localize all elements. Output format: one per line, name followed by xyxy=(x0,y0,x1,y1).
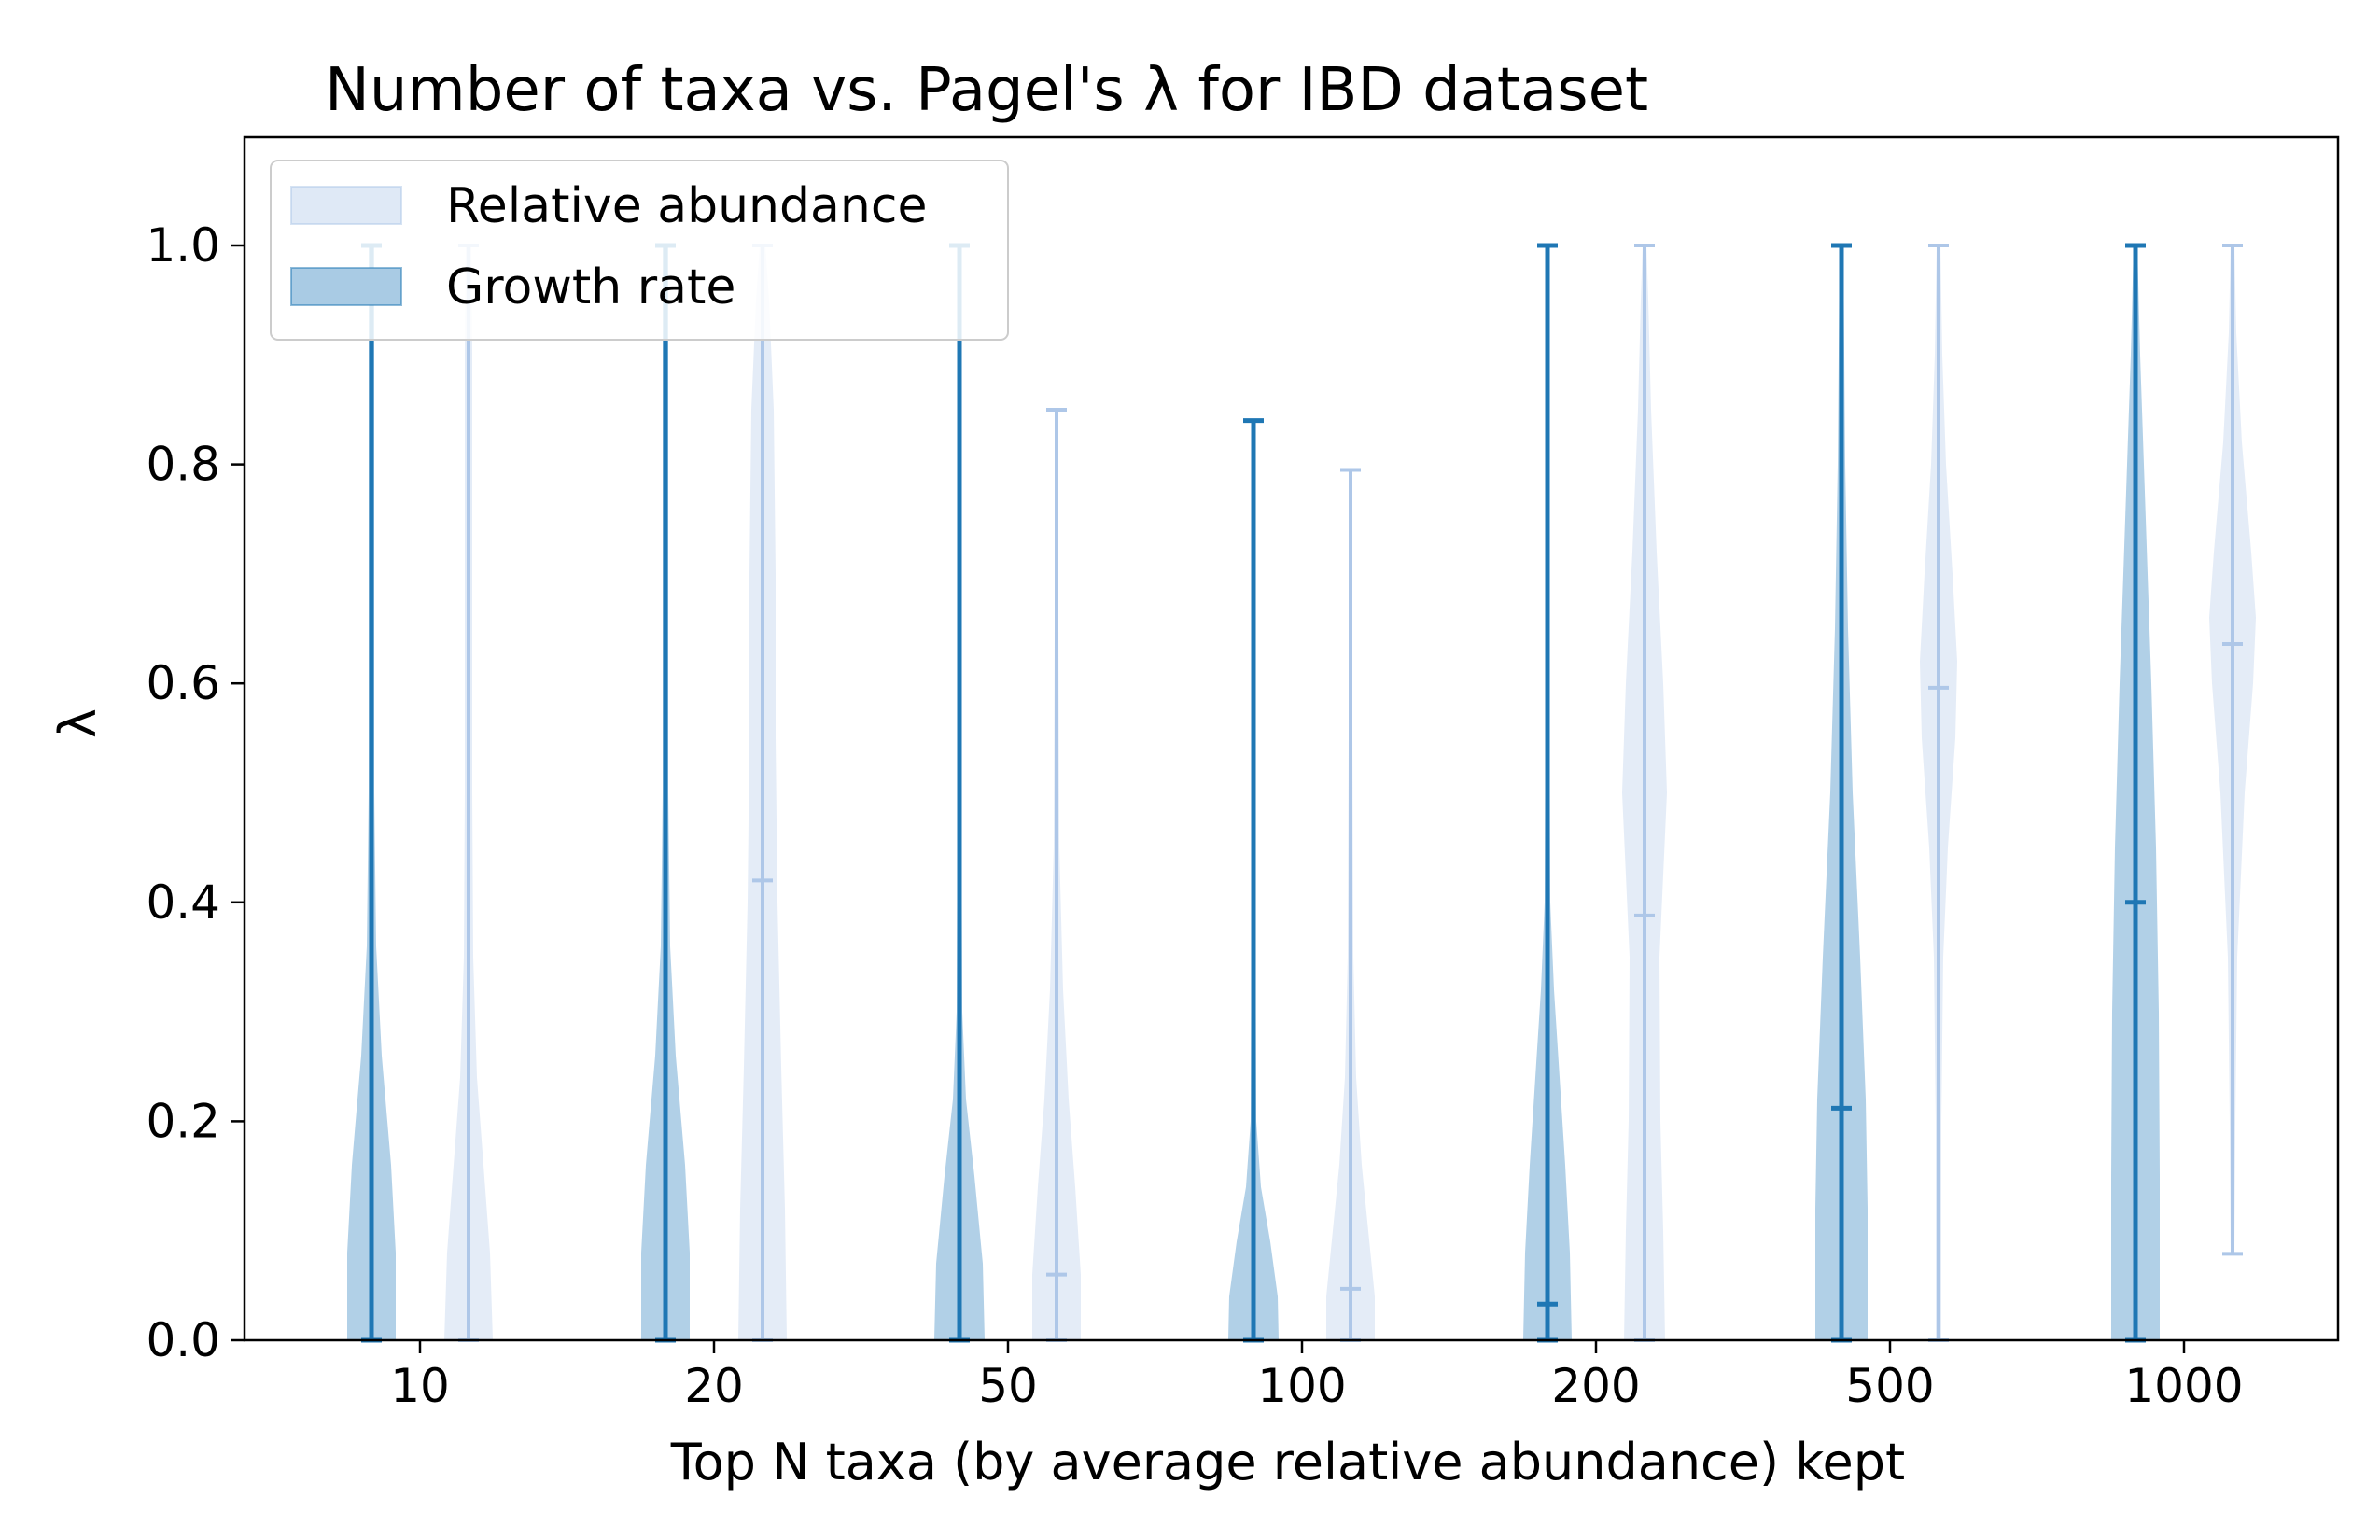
violin-relative-abundance-10 xyxy=(444,244,493,1342)
x-tick-label: 50 xyxy=(978,1359,1038,1413)
violin-relative-abundance-1000 xyxy=(2209,244,2256,1256)
plot-frame xyxy=(243,135,2340,1342)
y-tick-label: 1.0 xyxy=(146,218,220,273)
violin-growth-rate-500 xyxy=(1815,243,1868,1343)
violin-growth-rate-1000 xyxy=(2111,243,2160,1343)
violin-growth-rate-100 xyxy=(1228,418,1279,1343)
y-axis-label: λ xyxy=(49,708,107,738)
legend-label-relative-abundance: Relative abundance xyxy=(446,178,927,234)
y-axis: 0.0 0.2 0.4 0.6 0.8 1.0 xyxy=(146,218,245,1367)
legend-label-growth-rate: Growth rate xyxy=(446,259,735,315)
y-tick-label: 0.6 xyxy=(146,656,220,710)
violin-growth-rate-20 xyxy=(641,243,690,1343)
legend: Relative abundance Growth rate xyxy=(270,160,1009,341)
violin-growth-rate-50 xyxy=(934,243,985,1343)
y-tick-label: 0.0 xyxy=(146,1313,220,1367)
y-tick-label: 0.2 xyxy=(146,1094,220,1148)
violin-growth-rate-200 xyxy=(1523,243,1572,1343)
violin-relative-abundance-20 xyxy=(738,244,787,1342)
violin-relative-abundance-500 xyxy=(1920,244,1957,1342)
legend-swatch-growth-rate xyxy=(290,267,402,306)
chart-title: Number of taxa vs. Pagel's λ for IBD dat… xyxy=(325,56,1648,125)
x-tick-label: 100 xyxy=(1257,1359,1346,1413)
violin-relative-abundance-100 xyxy=(1326,468,1375,1342)
x-tick-label: 500 xyxy=(1845,1359,1934,1413)
x-tick-label: 10 xyxy=(390,1359,450,1413)
x-tick-label: 200 xyxy=(1551,1359,1640,1413)
legend-swatch-relative-abundance xyxy=(290,186,402,225)
violin-relative-abundance-200 xyxy=(1622,244,1667,1342)
y-tick-label: 0.4 xyxy=(146,875,220,930)
x-tick-label: 20 xyxy=(684,1359,744,1413)
legend-box xyxy=(270,160,1009,341)
violin-relative-abundance-50 xyxy=(1032,407,1081,1342)
x-axis-label: Top N taxa (by average relative abundanc… xyxy=(670,1433,1905,1491)
violins xyxy=(347,243,2256,1343)
y-tick-label: 0.8 xyxy=(146,438,220,492)
x-axis: 10 20 50 100 200 500 1000 xyxy=(390,1340,2244,1413)
x-tick-label: 1000 xyxy=(2124,1359,2243,1413)
plot-area: 0.0 0.2 0.4 0.6 0.8 1.0 10 20 50 100 200 500 1000 xyxy=(146,135,2340,1413)
violin-growth-rate-10 xyxy=(347,243,396,1343)
